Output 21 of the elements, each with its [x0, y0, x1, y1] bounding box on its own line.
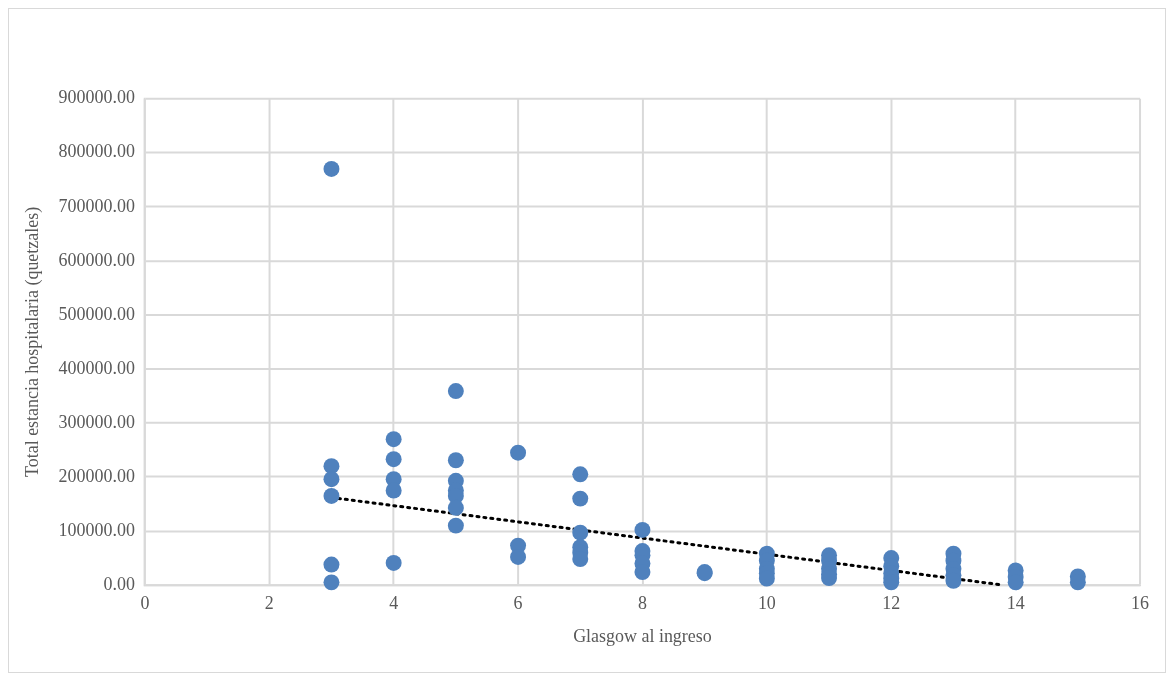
y-tick-label: 700000.00	[58, 195, 135, 216]
y-tick-label: 800000.00	[58, 141, 135, 162]
y-tick-label: 600000.00	[58, 249, 135, 270]
x-tick-label: 0	[140, 592, 150, 613]
y-tick-label: 0.00	[103, 573, 135, 594]
y-tick-label: 300000.00	[58, 411, 135, 432]
x-tick-label: 12	[882, 592, 901, 613]
x-tick-label: 16	[1131, 592, 1150, 613]
y-tick-label: 100000.00	[58, 519, 135, 540]
x-tick-label: 10	[757, 592, 776, 613]
x-tick-label: 8	[637, 592, 647, 613]
y-tick-label: 400000.00	[58, 357, 135, 378]
x-tick-label: 14	[1006, 592, 1025, 613]
y-tick-label: 500000.00	[58, 303, 135, 324]
y-tick-label: 200000.00	[58, 465, 135, 486]
y-tick-label: 900000.00	[58, 87, 135, 108]
y-axis-title: Total estancia hospitalaria (quetzales)	[22, 206, 44, 477]
x-tick-label: 2	[264, 592, 274, 613]
x-axis-title: Glasgow al ingreso	[573, 626, 712, 647]
x-tick-label: 6	[513, 592, 523, 613]
x-tick-label: 4	[389, 592, 399, 613]
